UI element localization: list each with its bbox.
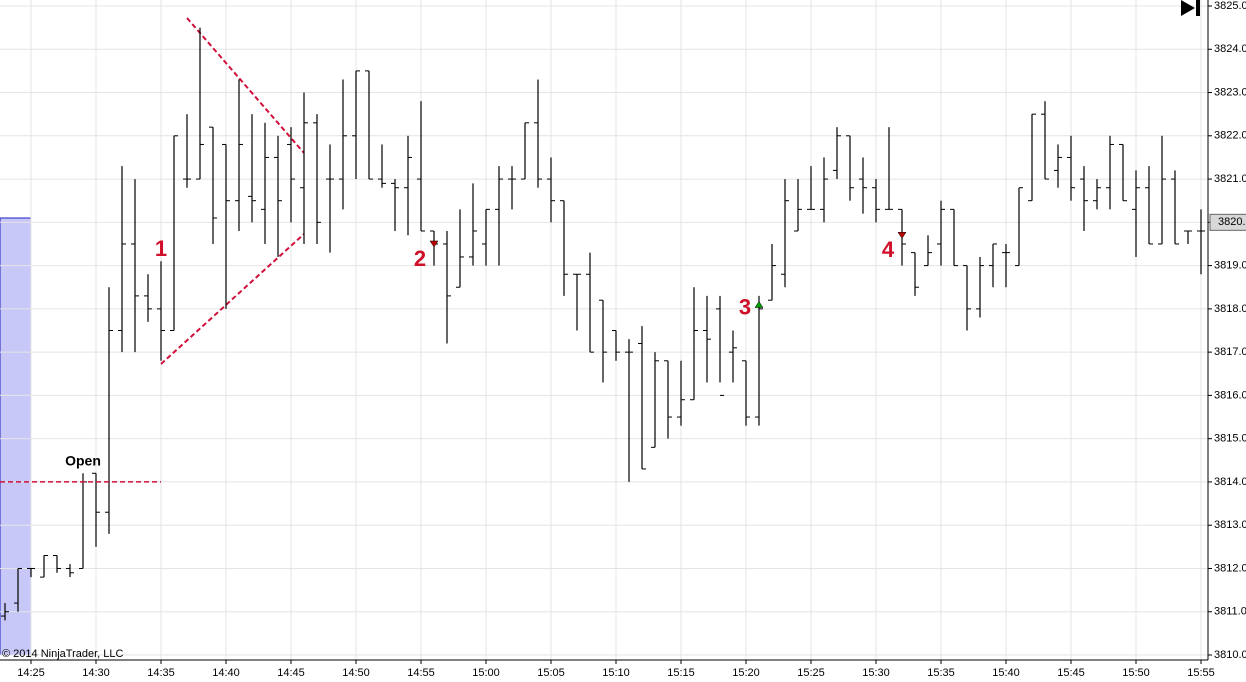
y-tick-label: 3817.0 [1214,346,1246,358]
annotation: 1 [155,236,167,261]
signal-marker [897,232,907,239]
y-tick-label: 3819.0 [1214,260,1246,272]
play-icon[interactable] [1181,0,1195,16]
y-tick-label: 3822.0 [1214,130,1246,142]
x-tick-label: 15:25 [797,667,825,679]
x-tick-label: 14:45 [277,667,305,679]
signal-marker [754,301,764,308]
annotation: 3 [739,294,751,319]
x-tick-label: 14:35 [147,667,175,679]
y-tick-label: 3815.0 [1214,433,1246,445]
annotation: 2 [414,246,426,271]
y-tick-label: 3821.0 [1214,173,1246,185]
x-tick-label: 15:15 [667,667,695,679]
play-icon[interactable] [1196,0,1200,16]
y-tick-label: 3810.0 [1214,649,1246,661]
y-tick-label: 3814.0 [1214,476,1246,488]
annotation: 4 [882,237,895,262]
y-tick-label: 3823.0 [1214,86,1246,98]
x-tick-label: 15:20 [732,667,760,679]
x-tick-label: 15:45 [1057,667,1085,679]
copyright: © 2014 NinjaTrader, LLC [2,648,123,660]
y-tick-label: 3818.0 [1214,303,1246,315]
signal-marker [429,240,439,248]
x-tick-label: 15:00 [472,667,500,679]
y-tick-label: 3825.0 [1214,0,1246,12]
y-tick-label: 3811.0 [1214,606,1246,618]
trend-line [160,233,305,365]
x-tick-label: 15:50 [1122,667,1150,679]
x-tick-label: 14:25 [17,667,45,679]
x-tick-label: 15:05 [537,667,565,679]
open-label: Open [65,453,101,469]
x-tick-label: 15:35 [927,667,955,679]
y-tick-label: 3824.0 [1214,43,1246,55]
grid [0,0,1208,660]
x-tick-label: 14:30 [82,667,110,679]
x-tick-label: 14:40 [212,667,240,679]
y-tick-label: 3812.0 [1214,562,1246,574]
x-tick-label: 14:50 [342,667,370,679]
trend-line [186,17,305,154]
last-price-box [1209,213,1246,231]
x-tick-label: 15:40 [992,667,1020,679]
y-tick-label: 3813.0 [1214,519,1246,531]
x-tick-label: 15:10 [602,667,630,679]
last-price-label: 3820.0 [1218,216,1246,228]
y-tick-label: 3816.0 [1214,389,1246,401]
x-tick-label: 15:30 [862,667,890,679]
x-tick-label: 14:55 [407,667,435,679]
session-box [0,217,32,656]
x-tick-label: 15:55 [1187,667,1215,679]
